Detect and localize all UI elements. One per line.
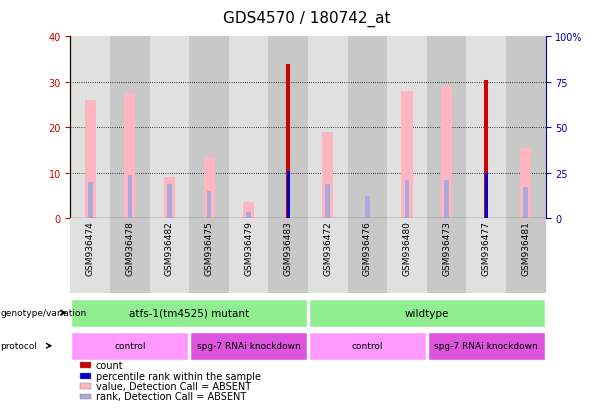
Bar [150,37,189,219]
Text: GSM936472: GSM936472 [323,221,332,275]
Text: GSM936483: GSM936483 [284,221,293,275]
Bar [204,158,215,219]
Bar [110,219,150,293]
Text: control: control [114,342,146,350]
Text: genotype/variation: genotype/variation [1,309,87,317]
Bar [190,332,307,360]
Bar [164,178,175,219]
Bar [322,133,333,219]
Bar [308,219,348,293]
Text: GSM936477: GSM936477 [482,221,490,275]
Bar [268,219,308,293]
Text: atfs-1(tm4525) mutant: atfs-1(tm4525) mutant [129,308,249,318]
Text: percentile rank within the sample: percentile rank within the sample [96,371,261,381]
Bar [88,183,93,219]
Bar [287,171,289,219]
Bar [520,149,531,219]
Bar [485,173,487,219]
Bar [246,212,251,219]
Bar [85,101,96,219]
Bar [286,64,290,219]
Bar [441,87,452,219]
Text: GSM936474: GSM936474 [86,221,95,275]
Bar [308,37,348,219]
Bar [326,185,330,219]
Text: GSM936482: GSM936482 [165,221,174,275]
Bar [444,180,449,219]
Bar [128,176,132,219]
Bar [229,219,268,293]
Bar [427,37,466,219]
Bar [167,185,172,219]
Bar [70,37,110,219]
Bar [428,332,545,360]
Text: GSM936481: GSM936481 [521,221,530,275]
Text: GSM936479: GSM936479 [244,221,253,275]
Bar [189,37,229,219]
Bar [405,180,409,219]
Bar [309,332,426,360]
Text: spg-7 RNAi knockdown: spg-7 RNAi knockdown [435,342,538,350]
Bar [243,203,254,219]
Bar [402,92,413,219]
Text: wildtype: wildtype [405,308,449,318]
Text: spg-7 RNAi knockdown: spg-7 RNAi knockdown [197,342,300,350]
Text: GSM936480: GSM936480 [403,221,411,275]
Text: GSM936475: GSM936475 [205,221,213,275]
Bar [70,219,110,293]
Bar [71,299,307,327]
Bar [150,219,189,293]
Bar [387,37,427,219]
Bar [110,37,150,219]
Bar [427,219,466,293]
Bar [484,81,488,219]
Text: count: count [96,361,123,370]
Text: protocol: protocol [1,342,37,350]
Bar [71,332,188,360]
Bar [365,196,370,219]
Bar [207,192,211,219]
Bar [309,299,545,327]
Bar [466,219,506,293]
Bar [387,219,427,293]
Bar [466,37,506,219]
Bar [229,37,268,219]
Text: value, Detection Call = ABSENT: value, Detection Call = ABSENT [96,381,251,391]
Text: GSM936476: GSM936476 [363,221,372,275]
Text: control: control [352,342,383,350]
Text: GDS4570 / 180742_at: GDS4570 / 180742_at [223,10,390,26]
Bar [268,37,308,219]
Text: GSM936478: GSM936478 [126,221,134,275]
Bar [348,37,387,219]
Bar [506,219,546,293]
Bar [506,37,546,219]
Bar [348,219,387,293]
Bar [124,94,135,219]
Bar [189,219,229,293]
Text: rank, Detection Call = ABSENT: rank, Detection Call = ABSENT [96,392,246,401]
Bar [524,187,528,219]
Text: GSM936473: GSM936473 [442,221,451,275]
